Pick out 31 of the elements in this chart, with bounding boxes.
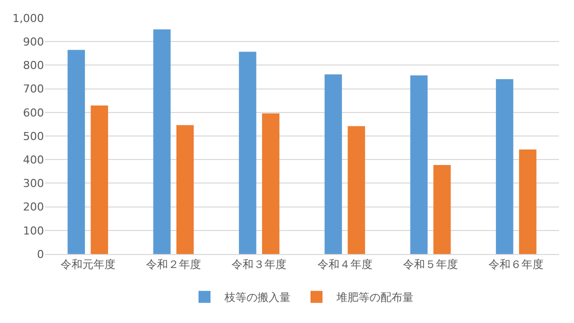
y-tick-label: 700 xyxy=(23,82,44,96)
bar xyxy=(153,29,171,254)
x-tick-label: 令和５年度 xyxy=(403,258,458,272)
x-tick-label: 令和６年度 xyxy=(488,258,544,272)
legend-label: 枝等の搬入量 xyxy=(224,291,290,304)
y-tick-label: 100 xyxy=(23,224,44,238)
y-tick-label: 300 xyxy=(23,177,44,190)
y-tick-label: 600 xyxy=(23,106,44,120)
y-tick-label: 900 xyxy=(23,35,44,48)
legend-label: 堆肥等の配布量 xyxy=(336,291,414,304)
bar xyxy=(410,75,428,254)
y-tick-label: 800 xyxy=(23,59,44,72)
x-tick-label: 令和元年度 xyxy=(60,258,116,272)
y-tick-label: 400 xyxy=(23,153,44,166)
bar xyxy=(348,126,366,254)
y-tick-label: 1,000 xyxy=(12,12,44,25)
bar xyxy=(68,50,85,254)
bar xyxy=(90,106,108,254)
bar xyxy=(238,52,256,254)
y-tick-label: 200 xyxy=(23,200,44,214)
x-tick-label: 令和２年度 xyxy=(146,258,201,272)
bar xyxy=(176,125,194,254)
x-tick-label: 令和４年度 xyxy=(317,258,372,272)
x-tick-label: 令和３年度 xyxy=(232,258,287,272)
bar xyxy=(496,79,514,254)
bar xyxy=(262,113,280,254)
bar xyxy=(519,149,536,254)
bar xyxy=(433,165,451,254)
y-tick-label: 500 xyxy=(23,130,44,143)
bar xyxy=(324,74,342,254)
y-tick-label: 0 xyxy=(37,248,44,261)
